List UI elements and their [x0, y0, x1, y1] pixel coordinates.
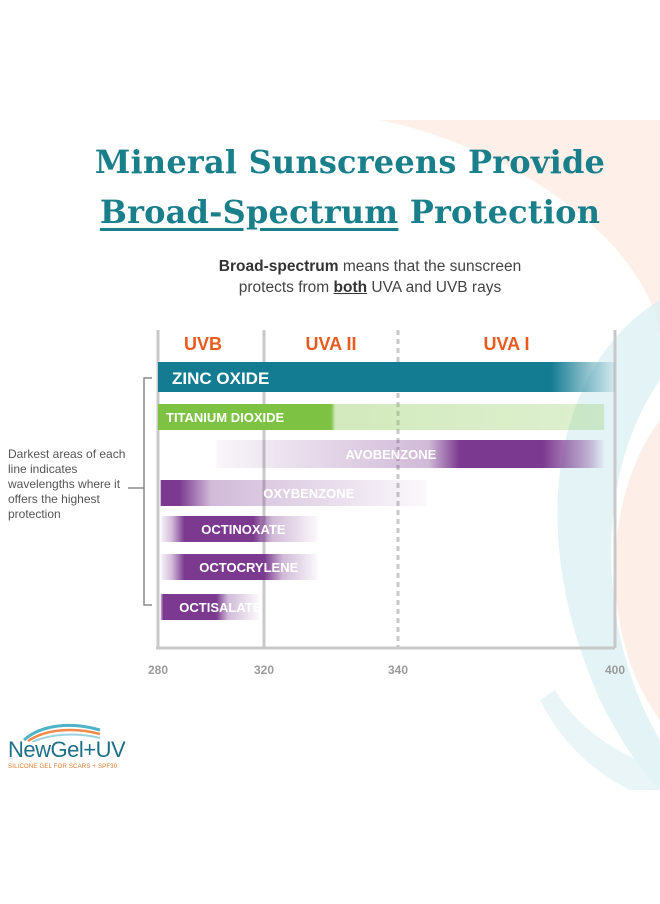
brand-logo: NewGel+UV SILICONE GEL FOR SCARS + SPF30: [8, 720, 168, 780]
subtitle-line-1: Broad-spectrum means that the sunscreen: [150, 256, 590, 277]
x-tick-label-280: 280: [148, 663, 168, 677]
band-label-uvb: UVB: [184, 334, 222, 354]
page-title-line-1: Mineral Sunscreens Provide: [94, 143, 606, 181]
subtitle-text-2-post: UVA and UVB rays: [371, 279, 502, 296]
title-rest: Protection: [409, 193, 601, 231]
subtitle-bold-both: both: [333, 279, 368, 296]
band-label-uva-ii: UVA II: [305, 334, 356, 354]
bar-label-octocrylene: OCTOCRYLENE: [199, 560, 298, 575]
subtitle-text-1: means that the sunscreen: [342, 258, 522, 275]
x-tick-label-320: 320: [254, 663, 274, 677]
bar-label-titanium-dioxide: TITANIUM DIOXIDE: [166, 410, 285, 425]
chart-annotation: Darkest areas of each line indicates wav…: [8, 447, 126, 521]
bar-octinoxate: [160, 516, 318, 542]
bar-octocrylene: [160, 554, 318, 580]
bar-label-oxybenzone: OXYBENZONE: [263, 486, 354, 501]
bar-label-octisalate: OCTISALATE: [179, 600, 261, 615]
bar-label-octinoxate: OCTINOXATE: [201, 522, 286, 537]
bar-label-avobenzone: AVOBENZONE: [346, 447, 437, 462]
bar-zinc-oxide: [158, 362, 615, 392]
bar-octisalate: [160, 594, 259, 620]
annotation-bracket: [143, 377, 152, 606]
title-underlined-phrase: Broad-Spectrum: [99, 193, 399, 231]
bar-oxybenzone: [160, 480, 427, 506]
logo-tagline: SILICONE GEL FOR SCARS + SPF30: [8, 764, 118, 770]
subtitle-text-2-pre: protects from: [238, 279, 330, 296]
x-tick-label-400: 400: [605, 663, 625, 677]
band-label-uva-i: UVA I: [483, 334, 529, 354]
logo-wave-icon: [23, 723, 101, 742]
bar-avobenzone: [216, 440, 605, 468]
bar-label-zinc-oxide: ZINC OXIDE: [172, 369, 269, 388]
logo-name: NewGel+UV: [8, 737, 126, 762]
subtitle-bold-term: Broad-spectrum: [218, 258, 339, 275]
subtitle-line-2: protects from both UVA and UVB rays: [150, 277, 590, 298]
page-title-line-2: Broad-Spectrum Protection: [0, 193, 660, 231]
x-tick-label-340: 340: [388, 663, 408, 677]
bar-titanium-dioxide: [158, 404, 605, 430]
